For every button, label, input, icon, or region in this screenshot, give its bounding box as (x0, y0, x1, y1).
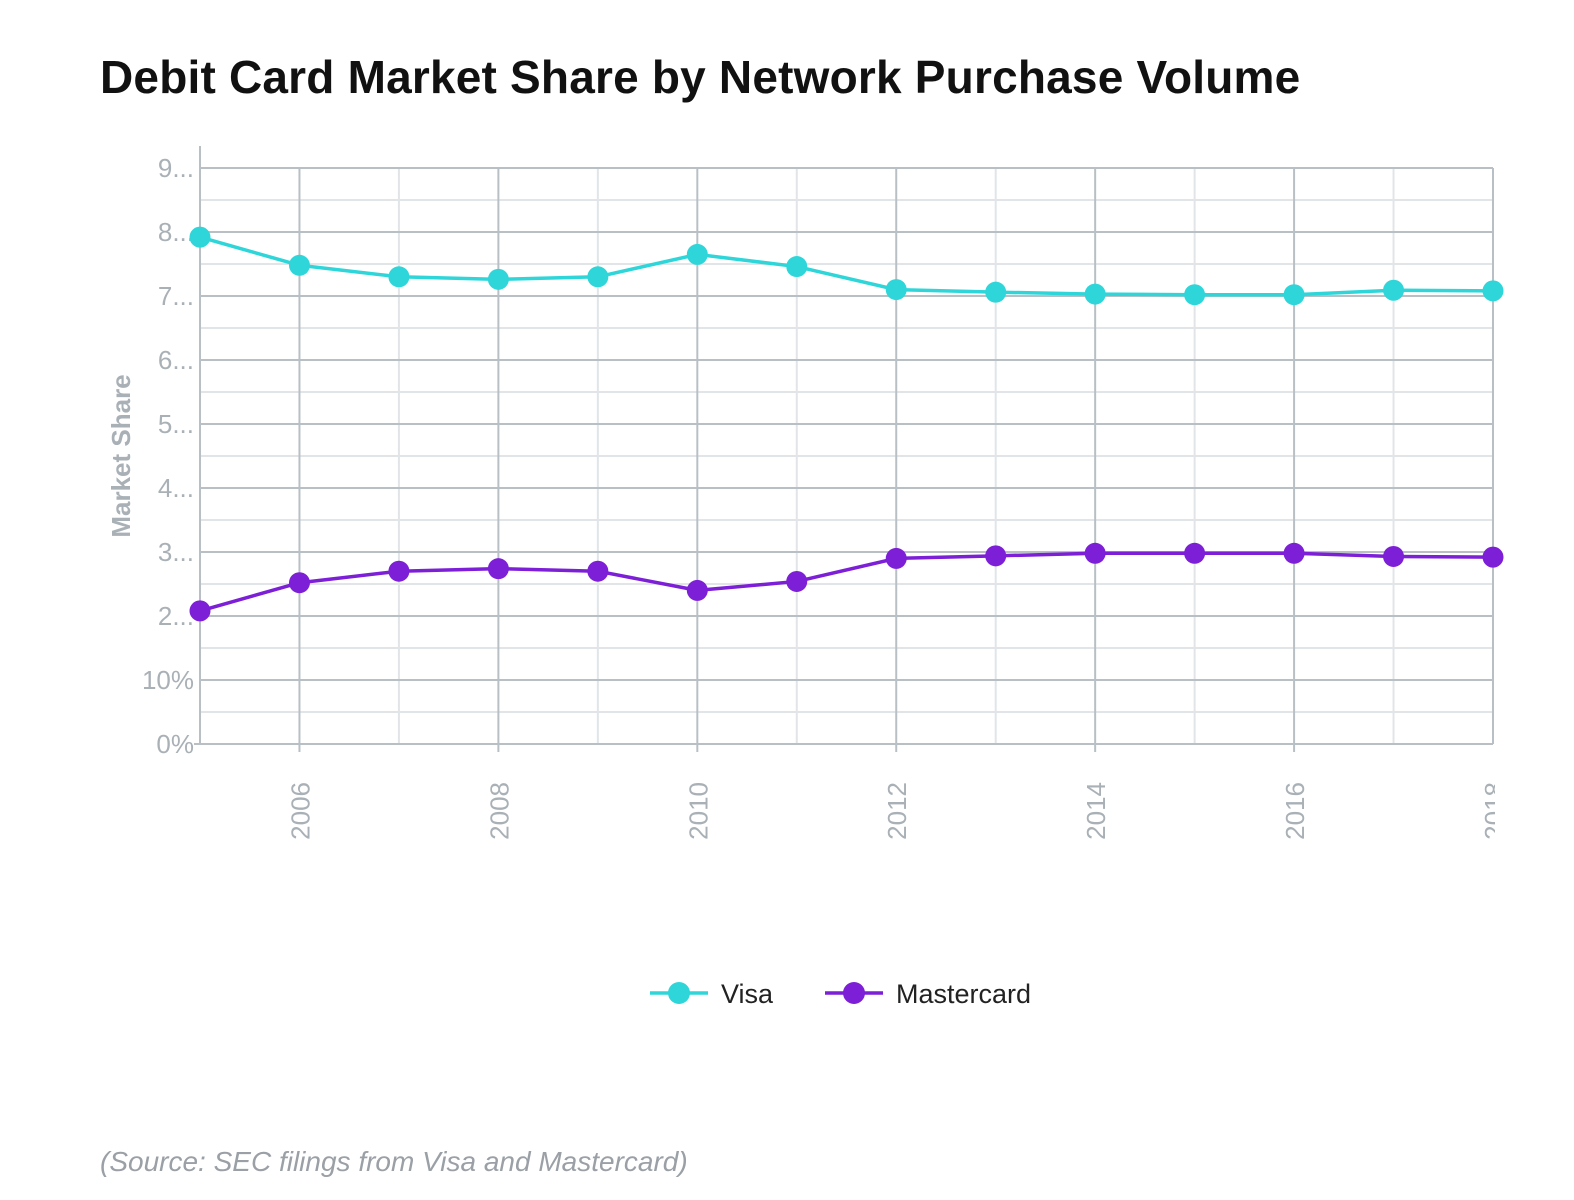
source-note: (Source: SEC filings from Visa and Maste… (100, 1146, 688, 1177)
y-tick-label: 8... (158, 217, 194, 247)
x-tick-label: 2012 (882, 782, 912, 840)
x-tick-label: 2014 (1081, 782, 1111, 840)
visa-point (686, 243, 708, 265)
y-tick-label: 10% (142, 665, 194, 695)
legend-swatch-marker (843, 982, 865, 1004)
y-tick-label: 3... (158, 537, 194, 567)
visa-point (1383, 279, 1405, 301)
mastercard-point (786, 570, 808, 592)
mastercard-point (388, 560, 410, 582)
visa-point (388, 266, 410, 288)
visa-line (199, 235, 1494, 297)
y-tick-label: 5... (158, 409, 194, 439)
visa-point (985, 281, 1007, 303)
visa-point (1482, 280, 1504, 302)
mastercard-point (985, 545, 1007, 567)
mastercard-point (1383, 545, 1405, 567)
legend-swatch-marker (668, 982, 690, 1004)
legend-label: Mastercard (896, 979, 1031, 1009)
legend: Visa Mastercard (650, 979, 1031, 1009)
x-tick-label: 2008 (484, 782, 514, 840)
visa-point (885, 279, 907, 301)
mastercard-point (487, 558, 509, 580)
visa-point (587, 266, 609, 288)
mastercard-point (686, 579, 708, 601)
mastercard-point (1184, 542, 1206, 564)
x-tick-label: 2016 (1280, 782, 1310, 840)
mastercard-point (288, 572, 310, 594)
grid (200, 167, 1493, 752)
y-tick-label: 0% (156, 729, 194, 759)
chart-title: Debit Card Market Share by Network Purch… (100, 51, 1301, 103)
y-tick-label: 2... (158, 601, 194, 631)
visa-point (1084, 283, 1106, 305)
mastercard-point (1482, 546, 1504, 568)
y-tick-label: 6... (158, 345, 194, 375)
mastercard-point (587, 560, 609, 582)
x-tick-label: 2018 (1479, 782, 1509, 840)
y-axis-ticks: 0% 10% 2... 3... 4... 5... 6... 7... 8... 9... (142, 153, 194, 759)
y-tick-label: 7... (158, 281, 194, 311)
x-tick-label: 2010 (683, 782, 713, 840)
visa-point (487, 268, 509, 290)
x-tick-label: 2006 (285, 782, 315, 840)
x-axis-ticks: 2006 2008 2010 2012 2014 2016 2018 (285, 782, 1509, 840)
legend-label: Visa (721, 979, 774, 1009)
series (189, 226, 1504, 622)
visa-point (288, 254, 310, 276)
mastercard-point (189, 600, 211, 622)
visa-point (189, 226, 211, 248)
visa-point (786, 256, 808, 278)
mastercard-point (1084, 542, 1106, 564)
y-tick-label: 9... (158, 153, 194, 183)
visa-point (1184, 284, 1206, 306)
mastercard-line (199, 551, 1494, 613)
visa-point (1283, 284, 1305, 306)
mastercard-point (885, 547, 907, 569)
mastercard-point (1283, 542, 1305, 564)
y-axis-label: Market Share (106, 374, 136, 537)
axes (194, 146, 1494, 745)
line-chart: 0% 10% 2... 3... 4... 5... 6... 7... 8... 9... 20… (106, 146, 1509, 1009)
y-tick-label: 4... (158, 473, 194, 503)
